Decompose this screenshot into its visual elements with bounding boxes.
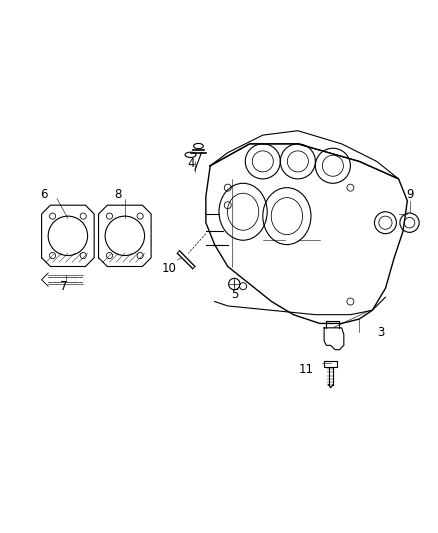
Circle shape <box>240 282 247 290</box>
Ellipse shape <box>194 143 203 149</box>
Circle shape <box>229 278 240 290</box>
Circle shape <box>400 213 419 232</box>
Text: 8: 8 <box>115 188 122 201</box>
Text: 7: 7 <box>60 280 67 293</box>
Text: 6: 6 <box>40 188 48 201</box>
Text: 11: 11 <box>299 363 314 376</box>
Text: 3: 3 <box>378 326 385 338</box>
Text: 10: 10 <box>161 262 176 275</box>
Ellipse shape <box>185 152 196 157</box>
Text: 5: 5 <box>231 288 238 302</box>
Text: 9: 9 <box>406 188 413 201</box>
Text: 4: 4 <box>187 157 195 170</box>
